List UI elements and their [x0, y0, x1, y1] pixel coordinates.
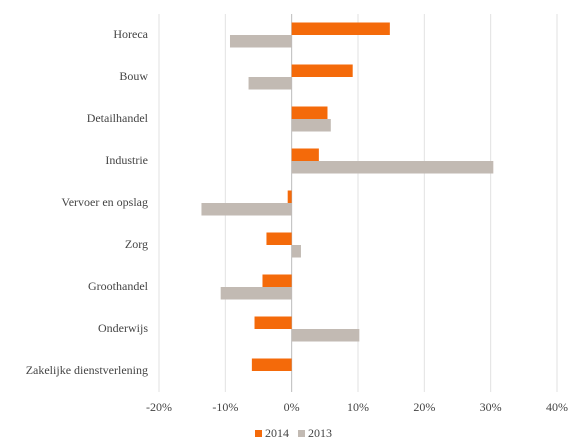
- bar: [287, 190, 292, 203]
- x-tick-label: 30%: [480, 400, 502, 414]
- bar: [291, 119, 331, 132]
- bar: [251, 358, 292, 371]
- bar: [201, 203, 292, 216]
- x-tick-label: 10%: [347, 400, 369, 414]
- x-tick-label: 0%: [284, 400, 300, 414]
- bar: [291, 245, 301, 258]
- y-tick-label: Zakelijke dienstverlening: [26, 363, 148, 377]
- y-tick-label: Onderwijs: [98, 321, 148, 335]
- bar: [254, 316, 292, 329]
- y-tick-label: Horeca: [113, 27, 148, 41]
- bar: [229, 35, 292, 48]
- legend-swatch: [255, 430, 262, 437]
- bar: [291, 64, 353, 77]
- y-tick-label: Groothandel: [88, 279, 149, 293]
- legend-label: 2014: [265, 426, 289, 439]
- bar: [262, 274, 292, 287]
- bar: [291, 148, 319, 161]
- y-tick-label: Vervoer en opslag: [61, 195, 148, 209]
- x-tick-label: -10%: [212, 400, 238, 414]
- bar: [291, 329, 360, 342]
- y-tick-label: Bouw: [119, 69, 148, 83]
- y-tick-label: Detailhandel: [87, 111, 149, 125]
- x-tick-label: 20%: [413, 400, 435, 414]
- bar: [220, 287, 292, 300]
- legend-label: 2013: [308, 426, 332, 439]
- bar: [291, 106, 328, 119]
- x-tick-label: 40%: [546, 400, 568, 414]
- bar: [291, 161, 494, 174]
- bar: [248, 77, 292, 90]
- bar: [266, 232, 292, 245]
- y-tick-label: Zorg: [125, 237, 148, 251]
- bar: [291, 22, 390, 35]
- legend-swatch: [298, 430, 305, 437]
- x-tick-label: -20%: [146, 400, 172, 414]
- y-tick-label: Industrie: [105, 153, 148, 167]
